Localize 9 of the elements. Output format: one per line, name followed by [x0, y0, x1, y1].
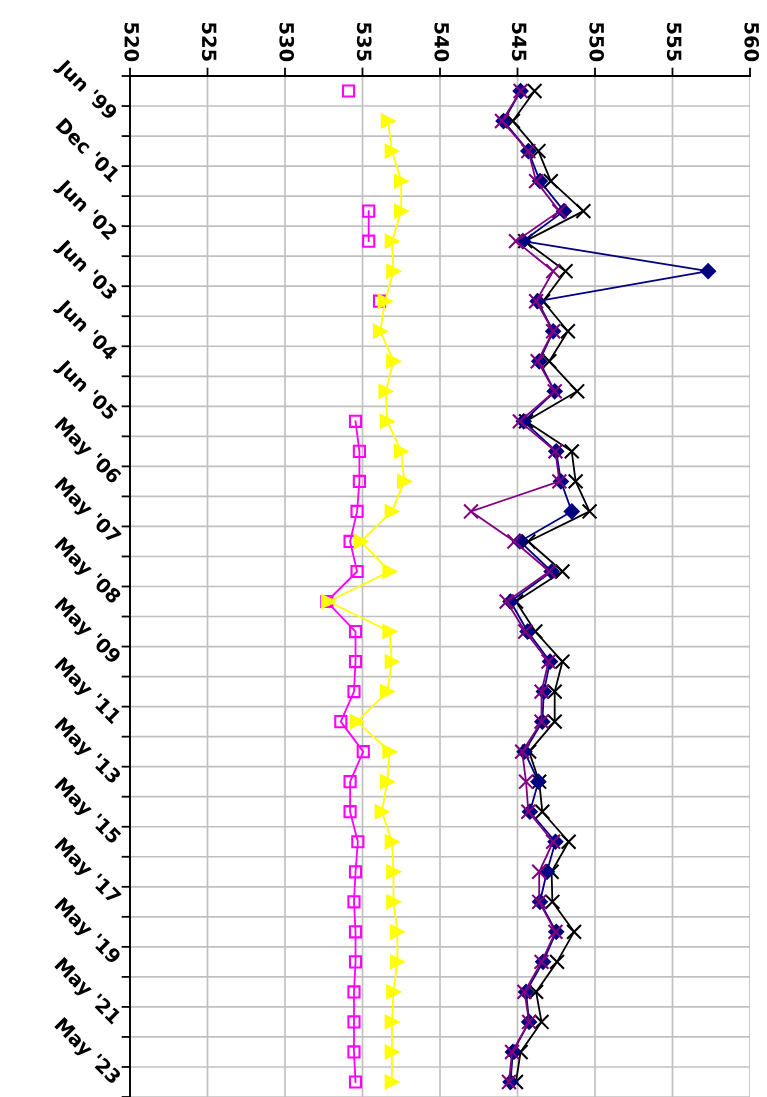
x-tick-label: 550	[589, 23, 605, 62]
x-tick-label: 530	[279, 23, 295, 62]
x-tick-label: 535	[356, 23, 372, 61]
x-tick-label: 560	[744, 23, 760, 62]
x-tick-label: 540	[434, 23, 450, 62]
x-tick-label: 545	[511, 23, 527, 61]
x-tick-label: 520	[124, 23, 140, 62]
x-tick-label: 555	[666, 23, 682, 61]
x-tick-label: 525	[201, 23, 217, 61]
